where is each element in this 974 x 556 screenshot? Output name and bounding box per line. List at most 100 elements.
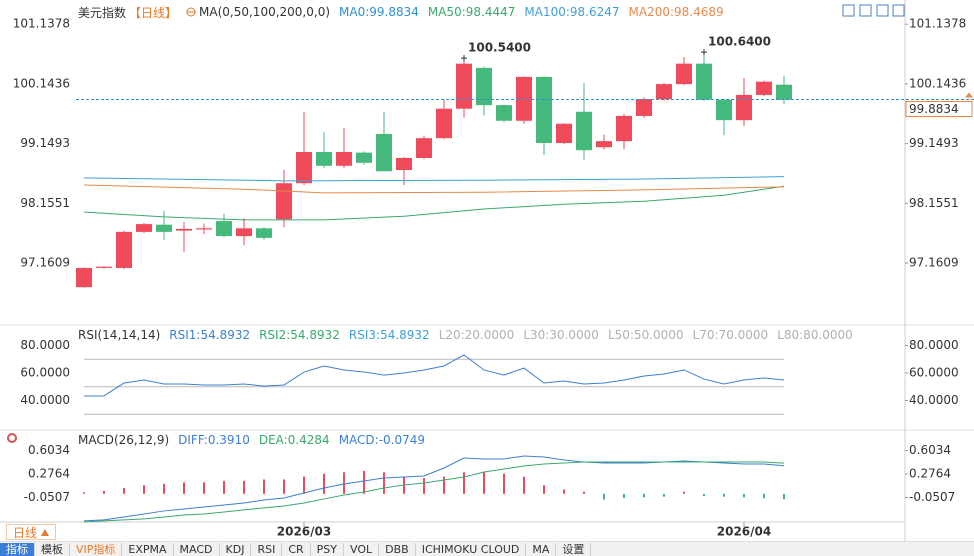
period-icon[interactable] [186, 7, 196, 17]
toolbar-item[interactable]: ICHIMOKU CLOUD [416, 542, 527, 556]
legend-item: MA100:98.6247 [524, 5, 620, 19]
y-tick-label: 0.2764 [909, 466, 951, 480]
macd-bar [523, 476, 525, 494]
candle-body [616, 115, 632, 142]
candle-body [596, 141, 612, 148]
macd-bar [263, 479, 265, 494]
y-tick-label: 97.1609 [909, 256, 959, 270]
period-label[interactable]: 【日线】 [129, 5, 178, 20]
last-price-label: 99.8834 [909, 102, 959, 116]
macd-title: MACD(26,12,9) [78, 433, 170, 447]
legend-item: DIFF:0.3910 [178, 433, 250, 447]
y-tick-label: 99.1493 [20, 136, 70, 150]
macd-line [83, 461, 785, 523]
rsi-header: RSI(14,14,14) RSI1:54.8932 RSI2:54.8932 RS… [78, 327, 853, 343]
legend-item: L70:70.0000 [692, 328, 769, 342]
toolbar-item[interactable]: CR [282, 542, 311, 556]
toolbar-item[interactable]: VIP指标 [70, 542, 123, 556]
gear[interactable] [7, 433, 17, 443]
candle-body [396, 157, 412, 171]
toolbar-item[interactable]: MA [526, 542, 557, 556]
indicator-label[interactable]: MA(0,50,100,200,0,0) [199, 5, 331, 19]
candle-body [256, 228, 272, 238]
y-tick-label: 60.0000 [20, 366, 70, 380]
arrow-icon [41, 528, 50, 536]
legend-item: L30:30.0000 [523, 328, 599, 342]
chart-title: 美元指数 [78, 5, 127, 20]
candle-body [656, 84, 672, 100]
macd-bar [203, 482, 205, 494]
rsi-line [84, 354, 785, 397]
period-text: 日线 [13, 525, 38, 540]
macd-bar [423, 478, 425, 494]
legend-item: MACD:-0.0749 [338, 433, 426, 447]
y-tick-label: 98.1551 [20, 196, 70, 210]
candle-body [736, 94, 752, 121]
legend-item: L80:80.0000 [777, 328, 853, 342]
toolbar-item[interactable]: EXPMA [122, 542, 174, 556]
candle-body [296, 151, 312, 184]
window-icons[interactable] [842, 4, 905, 17]
toolbar-item[interactable]: VOL [344, 542, 380, 556]
toolbar-item[interactable]: MACD [174, 542, 220, 556]
period-switch[interactable]: 日线 [6, 524, 57, 540]
ma-line [83, 185, 785, 221]
icon-full[interactable] [892, 4, 905, 17]
toolbar-item[interactable]: RSI [251, 542, 283, 556]
x-tick-label: 2026/04 [717, 525, 771, 539]
macd-bar [383, 472, 385, 494]
macd-bar [323, 473, 325, 494]
arrow [41, 528, 50, 536]
toolbar-item[interactable]: 指标 [0, 542, 35, 556]
toolbar-item[interactable]: 模板 [35, 542, 70, 556]
toolbar-item[interactable]: PSY [311, 542, 345, 556]
y-tick-label: 100.1436 [13, 76, 70, 90]
high-label: 100.6400 [708, 35, 771, 49]
candle-body [116, 231, 132, 268]
icon-expand[interactable] [876, 4, 889, 17]
y-tick-label: 0.2764 [28, 466, 70, 480]
legend-item: RSI2:54.8932 [259, 328, 340, 342]
y-tick-label: 99.1493 [909, 136, 959, 150]
macd-bar [623, 493, 625, 499]
candle-body [276, 183, 292, 220]
candle-body [456, 63, 472, 109]
toolbar-item[interactable]: DBB [379, 542, 416, 556]
candle-body [776, 84, 792, 100]
macd-bar [163, 483, 165, 494]
macd-bar [723, 493, 725, 497]
candle-body [696, 63, 712, 100]
candle-body [716, 99, 732, 121]
candle-body [676, 63, 692, 85]
candle-body [76, 267, 92, 288]
macd-header: MACD(26,12,9) DIFF:0.3910 DEA:0.4284 MACD:… [78, 432, 425, 448]
toolbar-item[interactable]: KDJ [220, 542, 252, 556]
candle-body [476, 67, 492, 106]
x-tick-label: 2026/03 [277, 525, 331, 539]
candle-body [416, 138, 432, 158]
macd-bar [603, 493, 605, 500]
legend-item: DEA:0.4284 [258, 433, 330, 447]
settings-icon[interactable] [7, 433, 17, 443]
macd-line [83, 455, 785, 522]
macd-bar [463, 472, 465, 494]
rsi-title: RSI(14,14,14) [78, 328, 161, 342]
icon-zoom[interactable] [842, 4, 855, 17]
ma-line [83, 184, 785, 194]
legend-item: MA200:98.4689 [628, 5, 724, 19]
candle-body [496, 105, 512, 121]
ma-line [83, 176, 785, 182]
macd-bar [303, 476, 305, 494]
candle-body [196, 228, 212, 230]
macd-bar [783, 493, 785, 500]
candle-body [516, 76, 532, 121]
candle-body [176, 228, 192, 231]
last-price-box [905, 101, 973, 118]
y-tick-label: 98.1551 [909, 196, 959, 210]
macd-bar [103, 490, 105, 494]
candle-body [336, 151, 352, 166]
toolbar-item[interactable]: 设置 [556, 542, 592, 556]
icon-fit[interactable] [859, 4, 872, 17]
y-tick-label: 40.0000 [20, 393, 70, 407]
